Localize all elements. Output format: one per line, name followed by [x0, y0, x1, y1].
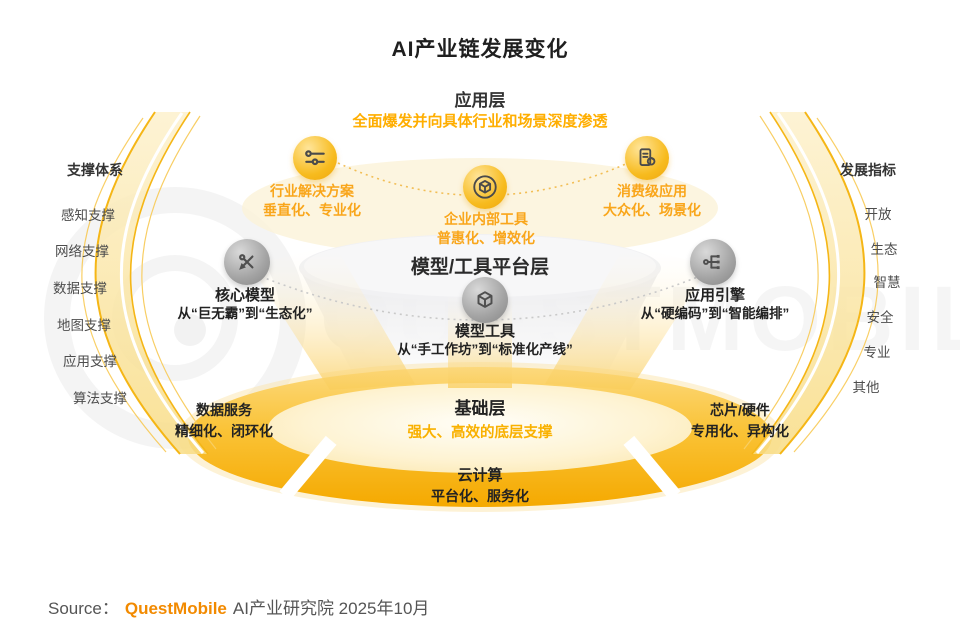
item-trend: 大众化、场景化: [603, 202, 701, 218]
platform-layer-title: 模型/工具平台层: [410, 257, 550, 278]
core-model-label: 核心模型 从“巨无霸”到“生态化”: [178, 286, 313, 323]
source-brand: QuestMobile: [124, 599, 227, 618]
left-panel-item-1: 感知支撑: [61, 208, 115, 223]
model-tool-node: [462, 277, 508, 323]
design-tools-icon: [239, 254, 254, 270]
item-name: 行业解决方案: [270, 183, 354, 199]
right-panel-item-6: 其他: [852, 380, 880, 395]
right-panel-item-1: 开放: [864, 207, 892, 222]
right-panel-title: 发展指标: [840, 162, 896, 178]
left-panel-item-4: 地图支撑: [57, 318, 111, 333]
industry-solution-label: 行业解决方案 垂直化、专业化: [263, 182, 361, 220]
item-name: 核心模型: [214, 287, 275, 304]
enterprise-tool-label: 企业内部工具 普惠化、增效化: [437, 210, 535, 248]
source-line: Source： QuestMobile AI产业研究院 2025年10月: [48, 594, 429, 619]
branch-icon: [703, 254, 720, 270]
light-beams: [250, 245, 710, 390]
item-name: 企业内部工具: [444, 211, 528, 227]
chip-hardware-label: 芯片/硬件 专用化、异构化: [691, 400, 789, 442]
item-name: 芯片/硬件: [710, 402, 770, 418]
right-band: [743, 111, 879, 455]
data-service-label: 数据服务 精细化、闭环化: [175, 400, 273, 442]
item-name: 消费级应用: [617, 183, 687, 199]
source-suffix: AI产业研究院 2025年10月: [232, 599, 430, 618]
application-layer-subtitle: 全面爆发并向具体行业和场景深度渗透: [352, 113, 608, 130]
industry-solution-node: [293, 136, 337, 180]
item-trend: 平台化、服务化: [431, 488, 529, 504]
foundation-layer-title: 基础层: [454, 399, 506, 418]
platform-dotted-arc: [249, 271, 711, 321]
app-engine-node: [690, 239, 736, 285]
item-trend: 从“手工作坊”到“标准化产线”: [397, 342, 573, 357]
source-prefix: Source：: [48, 599, 119, 618]
sliders-icon: [305, 150, 325, 166]
page-title: AI产业链发展变化: [391, 38, 569, 61]
item-trend: 从“硬编码”到“智能编排”: [640, 306, 790, 321]
item-name: 应用引擎: [684, 287, 745, 304]
foundation-ring: [178, 362, 782, 512]
right-panel-item-5: 专业: [863, 345, 891, 360]
right-panel-item-2: 生态: [870, 242, 898, 257]
core-model-node: [224, 239, 270, 285]
left-panel-item-6: 算法支撑: [73, 391, 127, 406]
left-panel-item-2: 网络支撑: [55, 244, 109, 259]
enterprise-tool-node: [463, 165, 507, 209]
cube-icon: [473, 175, 497, 199]
item-name: 数据服务: [196, 402, 252, 418]
item-name: 云计算: [457, 467, 503, 484]
right-panel-item-4: 安全: [866, 310, 894, 325]
item-name: 模型工具: [454, 323, 515, 340]
item-trend: 精细化、闭环化: [175, 423, 273, 439]
app-engine-label: 应用引擎 从“硬编码”到“智能编排”: [641, 286, 790, 323]
left-panel-item-5: 应用支撑: [63, 354, 117, 369]
item-trend: 专用化、异构化: [691, 423, 789, 439]
cube-icon: [477, 291, 493, 308]
model-tool-label: 模型工具 从“手工作坊”到“标准化产线”: [397, 322, 573, 359]
right-panel-item-3: 智慧: [873, 275, 901, 290]
consumer-app-icon: [639, 148, 656, 166]
left-band: [81, 111, 217, 455]
foundation-layer-subtitle: 强大、高效的底层支撑: [407, 425, 553, 441]
cloud-computing-label: 云计算 平台化、服务化: [431, 466, 529, 506]
item-trend: 垂直化、专业化: [263, 202, 361, 218]
application-layer-title: 应用层: [454, 91, 506, 110]
consumer-app-label: 消费级应用 大众化、场景化: [603, 182, 701, 220]
application-dotted-arc: [337, 162, 629, 197]
left-panel-title: 支撑体系: [67, 162, 123, 178]
left-panel-item-3: 数据支撑: [53, 281, 107, 296]
item-trend: 普惠化、增效化: [437, 230, 535, 246]
consumer-app-node: [625, 136, 669, 180]
item-trend: 从“巨无霸”到“生态化”: [177, 306, 313, 321]
